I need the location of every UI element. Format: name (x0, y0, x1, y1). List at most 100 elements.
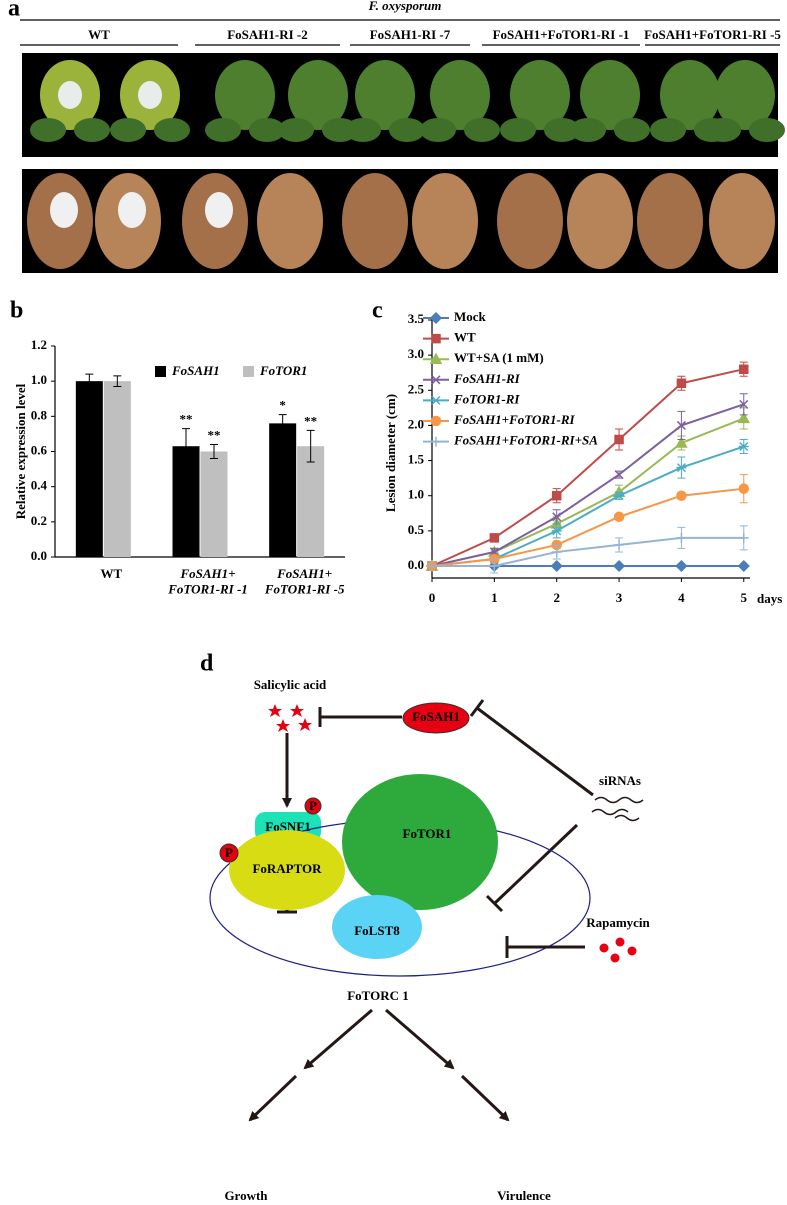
node-label: P (309, 798, 317, 813)
node-label: P (225, 845, 233, 860)
tuber (637, 173, 703, 269)
panel-label: b (10, 298, 23, 324)
point (676, 463, 687, 473)
node-label: Growth (224, 1188, 268, 1203)
panel-label: a (8, 0, 20, 22)
point (737, 559, 750, 573)
point (675, 436, 688, 448)
legend-swatch (155, 366, 166, 377)
tuber (709, 173, 775, 269)
leaf (500, 118, 536, 142)
point (739, 364, 749, 374)
leaf (30, 118, 66, 142)
series-line (431, 403, 745, 567)
leaf (510, 60, 570, 130)
bar (269, 423, 297, 557)
lesion (50, 192, 78, 228)
bar (75, 381, 103, 557)
point (676, 378, 687, 389)
node-label: FoTOR1 (403, 826, 452, 841)
x-tick-label: FoSAH1+ FoTOR1-RI -5 (264, 566, 345, 597)
node-label: Virulence (497, 1188, 551, 1203)
legend-marker (429, 311, 443, 325)
legend-swatch (243, 366, 254, 377)
point (551, 546, 562, 557)
y-tick-label: 0.4 (31, 478, 48, 493)
leaf (614, 118, 650, 142)
point (551, 526, 562, 536)
error-bar (113, 375, 122, 387)
series-line (431, 487, 744, 567)
significance: * (279, 398, 286, 413)
leaf (215, 60, 275, 130)
point (738, 441, 749, 452)
y-axis-label: Relative expression level (13, 383, 28, 519)
point (739, 399, 749, 409)
leaf (249, 118, 285, 142)
y-tick-label: 1.5 (408, 452, 425, 467)
node-label: FoSAH1 (412, 709, 460, 724)
y-tick-label: 0.8 (31, 407, 48, 422)
leaf (749, 118, 785, 142)
point (427, 561, 437, 571)
x-tick-label: 2 (553, 590, 560, 605)
leaf (278, 118, 314, 142)
lesion (58, 81, 82, 109)
arrow (460, 1074, 510, 1122)
group-label: FoSAH1+FoTOR1-RI -5 (644, 27, 781, 42)
lesion (118, 192, 146, 228)
leaf (464, 118, 500, 142)
node-label: FoSNF1 (265, 819, 311, 834)
inhibit-bar (469, 699, 485, 717)
y-tick-label: 1.0 (408, 487, 424, 502)
phospho-mark (219, 843, 239, 863)
group-label: FoSAH1+FoTOR1-RI -1 (493, 27, 630, 42)
y-tick-label: 0.0 (31, 548, 47, 563)
tuber (567, 173, 633, 269)
leaf (580, 60, 640, 130)
y-axis-label: Lesion diameter (cm) (383, 394, 398, 512)
arrow (385, 1008, 455, 1070)
leaf (355, 60, 415, 130)
node-label: siRNAs (599, 773, 641, 788)
x-tick-label: 3 (616, 590, 623, 605)
lesion (205, 192, 233, 228)
legend-label: FoTOR1 (259, 363, 307, 378)
legend-label: FoSAH1+FoTOR1-RI+SA (453, 433, 598, 448)
node-label: FoRAPTOR (252, 861, 322, 876)
series-line (431, 368, 744, 567)
y-tick-label: 0.0 (408, 557, 424, 572)
point (550, 559, 563, 573)
legend-label: FoSAH1-RI (453, 371, 521, 386)
x-tick-label: 0 (429, 590, 436, 605)
fosah1-node (402, 702, 470, 734)
arrow (303, 1008, 373, 1070)
significance: ** (304, 413, 317, 428)
legend-marker (431, 395, 441, 405)
y-tick-label: 0.6 (31, 442, 48, 457)
legend-label: FoTOR1-RI (453, 391, 520, 406)
bar (297, 446, 325, 557)
point (489, 533, 500, 543)
point (675, 559, 688, 573)
series-line (432, 536, 744, 567)
y-tick-label: 3.5 (408, 311, 425, 326)
legend-marker (431, 375, 441, 385)
foraptor-node (229, 830, 345, 910)
diagram: d Salicylic acid FoSAH1 siRNAs FoSNF1 P (200, 651, 651, 1203)
bar (103, 381, 131, 557)
point (552, 512, 562, 522)
tuber (497, 173, 563, 269)
node-label: FoTORC 1 (347, 988, 409, 1003)
significance: ** (208, 427, 221, 442)
panel-label: d (200, 651, 214, 677)
error-bar (85, 373, 94, 389)
tuber (257, 173, 323, 269)
point (738, 483, 750, 494)
point (614, 470, 624, 480)
leaf (74, 118, 110, 142)
group-label: FoSAH1-RI -2 (227, 27, 308, 42)
arrow (248, 1074, 298, 1122)
folst8-node (332, 895, 422, 959)
error-bar (278, 414, 287, 433)
